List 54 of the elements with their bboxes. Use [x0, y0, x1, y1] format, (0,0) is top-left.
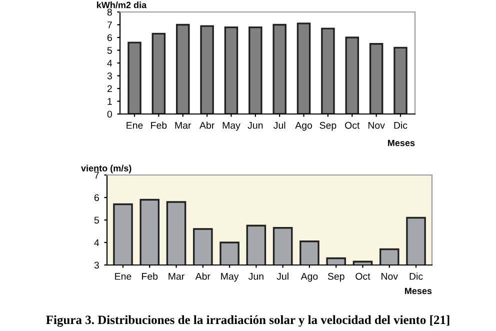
x-tick-label: Feb: [142, 272, 158, 280]
x-tick-label: Dic: [410, 272, 423, 280]
x-tick-label: Feb: [151, 122, 167, 129]
text: Figura 3. Distribuciones de la irradiación solar y la velocidad del viento [21]: [46, 315, 450, 327]
x-tick-label: Ago: [295, 122, 312, 131]
x-tick-label: Oct: [356, 272, 370, 280]
y-tick-label: 5: [94, 216, 99, 224]
y-tick-label: 4: [107, 60, 112, 67]
bar: [369, 43, 384, 114]
y-tick-label: 4: [94, 239, 100, 246]
x-tick-label: Nov: [382, 272, 398, 280]
x-tick-label: Ene: [115, 272, 132, 280]
y-axis-title: kWh/m2 dia: [97, 2, 147, 8]
bar: [200, 25, 214, 114]
y-tick-label: 1: [108, 98, 112, 105]
bar: [296, 22, 311, 114]
x-tick-label: Jun: [248, 122, 263, 129]
y-tick-label: 3: [94, 262, 99, 269]
bar: [394, 46, 408, 114]
bar: [152, 32, 166, 114]
y-tick-label: 7: [107, 22, 112, 28]
y-tick-label: 7: [94, 172, 99, 179]
x-tick-label: Abr: [200, 122, 214, 129]
bar: [321, 28, 335, 114]
bar: [176, 24, 190, 114]
x-axis-title: Meses: [405, 288, 432, 294]
x-tick-label: Dic: [394, 122, 408, 129]
x-tick-label: Jul: [276, 272, 288, 280]
y-tick-label: 8: [107, 8, 112, 16]
y-tick-label: 3: [107, 72, 112, 80]
y-tick-label: 5: [107, 47, 112, 54]
y-tick-label: 6: [94, 194, 99, 202]
bar: [345, 36, 360, 114]
x-tick-label: Jun: [248, 272, 264, 280]
y-tick-label: 0: [107, 110, 112, 118]
y-tick-label: 2: [107, 85, 112, 92]
bar: [272, 24, 286, 114]
x-tick-label: Oct: [345, 122, 360, 129]
x-tick-label: May: [221, 272, 239, 282]
bar: [248, 26, 262, 114]
y-tick-label: 6: [107, 34, 112, 42]
bar: [128, 42, 142, 114]
x-tick-label: Sep: [320, 122, 336, 131]
x-axis-title: Meses: [388, 140, 415, 146]
x-tick-label: Sep: [328, 272, 344, 282]
x-tick-label: Mar: [175, 122, 192, 129]
x-tick-label: Nov: [368, 122, 385, 129]
x-tick-label: Ene: [126, 122, 143, 129]
bar: [224, 26, 238, 114]
x-tick-label: May: [222, 122, 240, 131]
x-tick-label: Jul: [274, 122, 286, 129]
x-tick-label: Abr: [195, 272, 210, 280]
x-tick-label: Ago: [300, 272, 318, 282]
x-tick-label: Mar: [168, 272, 184, 280]
